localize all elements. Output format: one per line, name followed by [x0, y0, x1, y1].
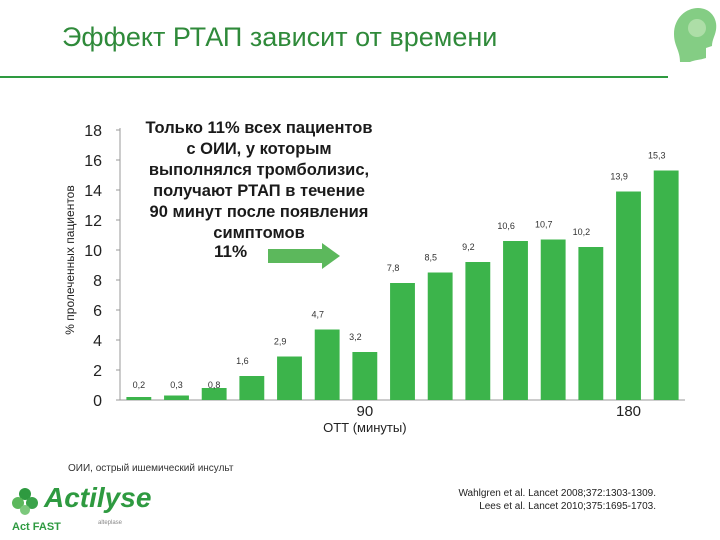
- bar-value-label: 0,2: [133, 380, 146, 390]
- bar-value-label: 1,6: [236, 356, 249, 366]
- x-tick-label: 90: [356, 403, 373, 420]
- bar: [352, 352, 378, 400]
- callout-percentage: 11%: [214, 242, 248, 261]
- bar: [126, 397, 152, 400]
- bar-value-label: 7,8: [387, 263, 400, 273]
- bar-value-label: 2,9: [274, 337, 287, 347]
- callout-line: с ОИИ, у которым: [186, 140, 332, 158]
- y-tick-label: 4: [93, 333, 102, 350]
- bar-value-label: 15,3: [648, 151, 666, 161]
- y-tick-label: 2: [93, 363, 102, 380]
- callout-line: получают РТАП в течение: [153, 182, 365, 200]
- y-tick-label: 14: [84, 183, 102, 200]
- bar-value-label: 10,6: [497, 221, 515, 231]
- bar: [465, 262, 491, 400]
- bar-value-label: 13,9: [610, 172, 628, 182]
- head-profile-icon: [674, 8, 717, 62]
- bar: [427, 272, 453, 400]
- logo-text: Actilyse: [44, 482, 152, 513]
- bar: [503, 241, 528, 400]
- act-fast-tag: Act FAST: [12, 521, 61, 533]
- callout-line: симптомов: [213, 224, 305, 242]
- y-tick-label: 0: [93, 393, 102, 410]
- y-tick-label: 12: [84, 213, 102, 230]
- reference-2: Lees et al. Lancet 2010;375:1695-1703.: [479, 501, 656, 512]
- bar: [164, 395, 189, 400]
- bar-value-label: 3,2: [349, 332, 362, 342]
- y-tick-label: 6: [93, 303, 102, 320]
- bar: [277, 356, 302, 400]
- y-tick-label: 8: [93, 273, 102, 290]
- bar: [314, 329, 340, 400]
- x-axis-label: ОТТ (минуты): [323, 420, 406, 435]
- arrow-right-icon: [268, 243, 340, 269]
- bar-chart: 0 2 4 6 8 10 12 14 16 18 % пролеченных пациентов 0,…: [63, 123, 685, 435]
- bar-value-label: 10,2: [573, 227, 591, 237]
- x-tick-label: 180: [616, 403, 641, 420]
- y-axis-label: % пролеченных пациентов: [63, 185, 77, 334]
- flower-logo-icon: [12, 488, 38, 515]
- bar: [653, 170, 679, 400]
- y-tick-label: 16: [84, 153, 102, 170]
- bar: [578, 247, 604, 400]
- reference-1: Wahlgren et al. Lancet 2008;372:1303-130…: [458, 488, 656, 499]
- page-title: Эффект РТАП зависит от времени: [62, 22, 498, 52]
- bar-value-label: 0,3: [170, 380, 183, 390]
- bar: [201, 388, 227, 400]
- callout-line: выполнялся тромболизис,: [148, 161, 370, 179]
- y-tick-label: 18: [84, 123, 102, 140]
- callout-line: 90 минут после появления: [149, 203, 369, 221]
- bar-value-label: 4,7: [311, 310, 324, 320]
- callout-text: Только 11% всех пациентов с ОИИ, у котор…: [128, 118, 390, 244]
- bar-value-label: 9,2: [462, 242, 475, 252]
- bar: [540, 239, 566, 400]
- y-tick-label: 10: [84, 243, 102, 260]
- bar-value-label: 0,8: [208, 380, 221, 390]
- bar: [616, 191, 641, 400]
- bar: [390, 283, 415, 400]
- bar-value-label: 8,5: [424, 253, 437, 263]
- bar-value-label: 10,7: [535, 220, 553, 230]
- callout-line: Только 11% всех пациентов: [145, 119, 373, 137]
- bar: [239, 376, 265, 400]
- footnote: ОИИ, острый ишемический инсульт: [68, 463, 234, 474]
- logo-subtitle: alteplase: [98, 520, 123, 526]
- title-divider: [0, 76, 668, 78]
- references: Wahlgren et al. Lancet 2008;372:1303-130…: [458, 487, 656, 513]
